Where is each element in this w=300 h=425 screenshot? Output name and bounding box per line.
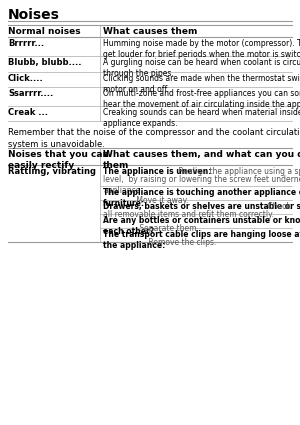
- Text: Separate them.: Separate them.: [136, 224, 198, 232]
- Text: On multi-zone and frost-free appliances you can sometimes just
hear the movement: On multi-zone and frost-free appliances …: [103, 89, 300, 110]
- Text: Blubb, blubb....: Blubb, blubb....: [8, 58, 82, 67]
- Text: Click....: Click....: [8, 74, 44, 83]
- Text: Brrrrr...: Brrrrr...: [8, 39, 44, 48]
- Text: Normal noises: Normal noises: [8, 27, 81, 36]
- Text: Noises: Noises: [8, 8, 60, 22]
- Text: A gurgling noise can be heard when coolant is circulating
through the pipes.: A gurgling noise can be heard when coola…: [103, 58, 300, 79]
- Text: level,  by raising or lowering the screw feet underneath the
appliance.: level, by raising or lowering the screw …: [103, 175, 300, 195]
- Text: Noises that you can
easily rectify: Noises that you can easily rectify: [8, 150, 109, 170]
- Text: Check: Check: [265, 202, 290, 211]
- Text: Rattling, vibrating: Rattling, vibrating: [8, 167, 96, 176]
- Text: all removable items and refit them correctly.: all removable items and refit them corre…: [103, 210, 274, 218]
- Text: Creak ...: Creak ...: [8, 108, 48, 117]
- Text: The transport cable clips are hanging loose at the back of
the appliance:: The transport cable clips are hanging lo…: [103, 230, 300, 250]
- Text: Drawers, baskets or shelves are unstable or sticking:: Drawers, baskets or shelves are unstable…: [103, 202, 300, 211]
- Text: Creaking sounds can be heard when material inside the
appliance expands.: Creaking sounds can be heard when materi…: [103, 108, 300, 128]
- Text: Remove the clips.: Remove the clips.: [146, 238, 216, 246]
- Text: Remember that the noise of the compressor and the coolant circulating in the
sys: Remember that the noise of the compresso…: [8, 128, 300, 149]
- Text: Clicking sounds are made when the thermostat switches the
motor on and off.: Clicking sounds are made when the thermo…: [103, 74, 300, 94]
- Text: The appliance is uneven:: The appliance is uneven:: [103, 167, 212, 176]
- Text: What causes them: What causes them: [103, 27, 197, 36]
- Text: Are any bottles or containers unstable or knocking against
each other?: Are any bottles or containers unstable o…: [103, 216, 300, 236]
- Text: What causes them, and what can you do about
them: What causes them, and what can you do ab…: [103, 150, 300, 170]
- Text: Humming noise made by the motor (compressor). This noise can
get louder for brie: Humming noise made by the motor (compres…: [103, 39, 300, 60]
- Text: Ssarrrr....: Ssarrrr....: [8, 89, 53, 98]
- Text: The appliance is touching another appliance or piece of
furniture:: The appliance is touching another applia…: [103, 188, 300, 208]
- Text: Realign the appliance using a spirit: Realign the appliance using a spirit: [176, 167, 300, 176]
- Text: Move it away.: Move it away.: [134, 196, 188, 204]
